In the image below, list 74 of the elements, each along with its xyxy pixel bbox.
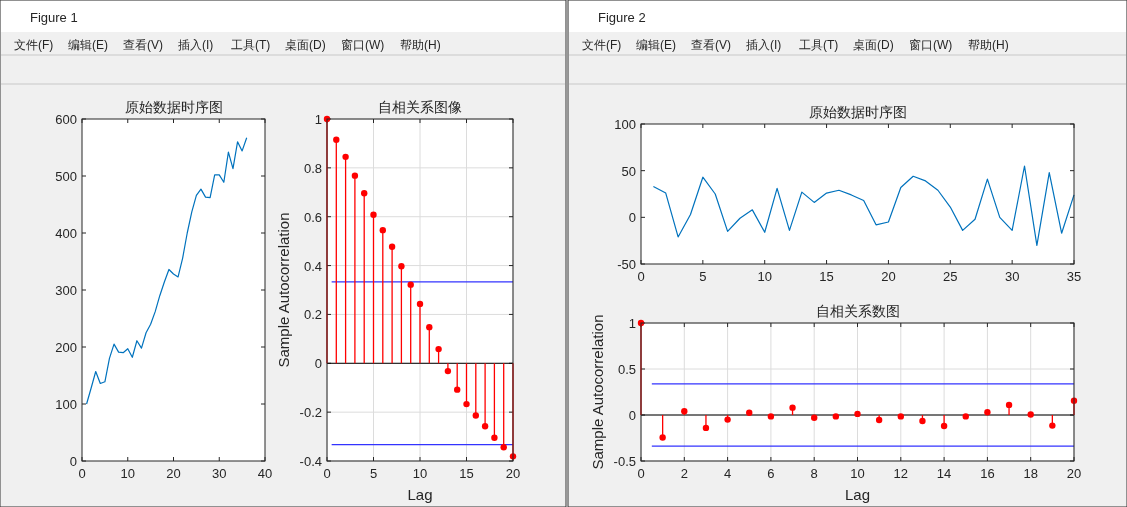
x-tick-label: 5 <box>699 269 707 284</box>
x-tick-label: 12 <box>893 466 909 481</box>
y-tick-label: 0.8 <box>303 160 322 176</box>
y-tick-label: -0.4 <box>299 454 322 469</box>
y-tick-label: 0.2 <box>303 307 322 323</box>
x-tick-label: 10 <box>757 269 772 284</box>
y-tick-label: -50 <box>617 257 636 272</box>
y-tick-label: 100 <box>55 397 77 412</box>
y-axis-title: Sample Autocorrelation <box>589 314 606 470</box>
x-tick-label: 10 <box>120 466 135 481</box>
y-tick-label: 400 <box>55 226 77 241</box>
y-tick-label: 500 <box>55 169 77 184</box>
y-tick-label: 0.6 <box>303 209 322 225</box>
text: 帮助(H) <box>968 38 1009 52</box>
text: 窗口(W) <box>909 38 953 52</box>
x-tick-label: 8 <box>810 466 818 481</box>
text: Figure 2 <box>598 10 646 25</box>
text: 桌面(D) <box>853 38 894 52</box>
x-tick-label: 15 <box>459 466 474 481</box>
text: 工具(T) <box>231 38 271 52</box>
text: 工具(T) <box>799 38 839 52</box>
x-tick-label: 30 <box>1004 269 1020 284</box>
y-tick-label: 0 <box>314 356 322 372</box>
x-tick-label: 6 <box>767 466 775 481</box>
x-tick-label: 25 <box>943 269 958 284</box>
x-tick-label: 20 <box>166 466 181 481</box>
y-tick-label: -0.2 <box>299 405 322 421</box>
y-tick-label: 1 <box>314 112 322 127</box>
text: 插入(I) <box>178 38 214 52</box>
y-tick-label: 300 <box>55 283 77 298</box>
chart-title: 自相关系数图 <box>815 303 900 319</box>
y-axis-title: Sample Autocorrelation <box>275 212 292 368</box>
x-axis-title: Lag <box>407 486 433 503</box>
x-tick-label: 10 <box>412 466 428 481</box>
x-tick-label: 10 <box>850 466 865 481</box>
chart-title: 自相关系图像 <box>378 99 462 115</box>
y-tick-label: 600 <box>55 112 77 127</box>
y-tick-label: 0 <box>628 408 636 423</box>
text: 文件(F) <box>14 38 54 52</box>
x-tick-label: 15 <box>819 269 834 284</box>
y-tick-label: 1 <box>628 316 636 331</box>
text: 帮助(H) <box>400 38 441 52</box>
x-tick-label: 5 <box>369 466 378 481</box>
y-tick-label: 200 <box>55 340 77 355</box>
y-tick-label: 0 <box>628 210 636 226</box>
text: Figure 1 <box>30 10 78 25</box>
text: 查看(V) <box>123 38 163 52</box>
x-tick-label: 40 <box>257 466 273 481</box>
y-tick-label: -0.5 <box>613 454 636 469</box>
x-tick-label: 20 <box>881 269 896 284</box>
x-tick-label: 14 <box>936 466 952 481</box>
y-tick-label: 0.5 <box>617 362 636 377</box>
y-tick-label: 100 <box>614 117 636 132</box>
x-tick-label: 4 <box>723 466 732 481</box>
x-tick-label: 16 <box>980 466 995 481</box>
text: 编辑(E) <box>68 38 108 52</box>
text: 编辑(E) <box>636 38 676 52</box>
chart-title: 原始数据时序图 <box>808 104 907 120</box>
x-tick-label: 35 <box>1066 269 1082 284</box>
y-tick-label: 0.4 <box>303 258 322 274</box>
x-tick-label: 30 <box>212 466 227 481</box>
x-tick-label: 20 <box>1066 466 1082 481</box>
y-tick-label: 0 <box>69 454 77 469</box>
x-tick-label: 20 <box>505 466 521 481</box>
text: 桌面(D) <box>285 38 326 52</box>
y-tick-label: 50 <box>621 163 636 179</box>
x-tick-label: 2 <box>680 466 688 481</box>
text: 文件(F) <box>582 38 622 52</box>
text: 查看(V) <box>691 38 731 52</box>
x-axis-title: Lag <box>844 486 871 503</box>
text: 窗口(W) <box>341 38 385 52</box>
text: 插入(I) <box>746 38 782 52</box>
x-tick-label: 18 <box>1023 466 1038 481</box>
chart-title: 原始数据时序图 <box>124 99 223 115</box>
